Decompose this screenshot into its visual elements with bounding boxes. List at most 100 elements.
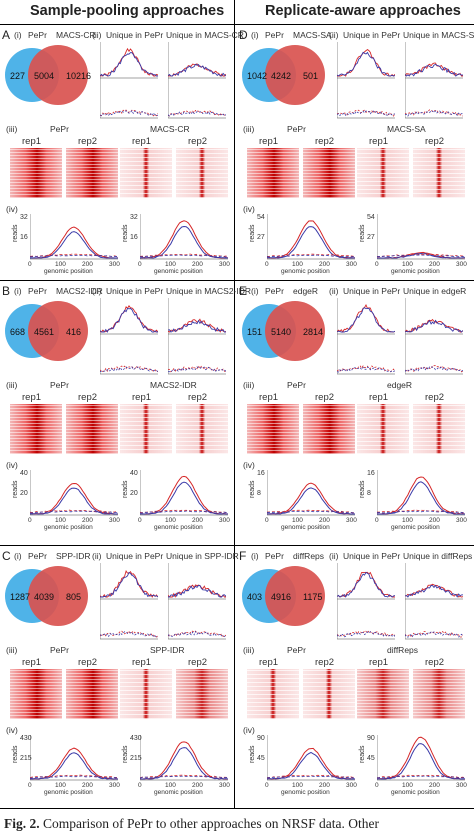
heatmap xyxy=(357,148,409,198)
venn-count-center: 4242 xyxy=(271,71,291,81)
sub-label-i: (i) xyxy=(14,30,22,40)
rep2-profile-line xyxy=(140,747,228,780)
rep2-control-line xyxy=(168,110,226,117)
profile-xtick: 0 xyxy=(265,782,269,789)
heatmap xyxy=(120,404,172,454)
panel-label: C xyxy=(2,549,11,563)
profile-plot-method xyxy=(140,470,228,516)
profile-ytick-top: 16 xyxy=(367,470,375,477)
sub-label-i: (i) xyxy=(251,551,259,561)
venn-pepr-label: PePr xyxy=(28,286,47,296)
rep2-line xyxy=(337,307,395,333)
profile-ylabel: reads xyxy=(249,480,256,498)
profile-ylabel: reads xyxy=(249,745,256,763)
column-divider xyxy=(234,0,235,808)
unique-pepr-label: Unique in PePr xyxy=(343,286,401,296)
rep2-control-profile xyxy=(377,254,465,258)
profile-ytick-top: 16 xyxy=(257,470,265,477)
sub-label-ii: (ii) xyxy=(92,286,102,296)
profile-xtick: 300 xyxy=(456,517,467,524)
heatmap-method-title: MACS2-IDR xyxy=(150,380,197,390)
profile-xtick: 200 xyxy=(429,782,440,789)
rep1-control-line xyxy=(100,365,158,373)
profile-xtick: 200 xyxy=(429,517,440,524)
venn-count-left: 1287 xyxy=(10,592,30,602)
unique-method-plot xyxy=(405,298,463,375)
heatmap-rep-label: rep2 xyxy=(425,392,445,403)
heatmap-rep-label: rep2 xyxy=(78,392,98,403)
rep1-profile-line xyxy=(30,226,118,259)
rep1-line xyxy=(168,63,226,77)
profile-xtick: 300 xyxy=(346,782,357,789)
rep2-profile-line xyxy=(30,231,118,259)
sub-label-iii: (iii) xyxy=(6,645,18,655)
profile-plot-pepr xyxy=(267,470,355,516)
venn-circle-method xyxy=(265,301,325,361)
heatmap-rep-label: rep1 xyxy=(259,392,279,403)
unique-method-plot xyxy=(405,563,463,640)
profile-xtick: 300 xyxy=(219,517,230,524)
profile-ytick-top: 40 xyxy=(130,470,138,477)
panel-label: A xyxy=(2,28,11,42)
unique-pepr-label: Unique in PePr xyxy=(106,286,164,296)
profile-xtick: 0 xyxy=(265,517,269,524)
heatmap-pepr-title: PePr xyxy=(50,380,69,390)
rep1-profile-line xyxy=(377,476,465,515)
heatmap-rep-label: rep1 xyxy=(22,392,42,403)
unique-method-label: Unique in SPP-IDR xyxy=(166,551,239,561)
heatmap-rep-label: rep1 xyxy=(22,657,42,668)
venn-diagram: 403 4916 1175 xyxy=(242,566,325,626)
rep2-line xyxy=(168,319,226,333)
rep1-line xyxy=(337,571,395,598)
rep1-control-line xyxy=(337,365,395,373)
rep2-control-line xyxy=(405,366,463,372)
venn-circle-method xyxy=(265,45,325,105)
sub-label-i: (i) xyxy=(14,551,22,561)
profile-xlabel: genomic position xyxy=(154,524,203,531)
profile-xtick: 200 xyxy=(319,782,330,789)
rep1-profile-line xyxy=(267,220,355,259)
rep2-line xyxy=(100,52,158,77)
rep2-profile-line xyxy=(267,751,355,780)
profile-xtick: 300 xyxy=(109,517,120,524)
profile-xlabel: genomic position xyxy=(281,789,330,796)
unique-pepr-label: Unique in PePr xyxy=(343,551,401,561)
profile-ylabel: reads xyxy=(359,745,366,763)
heatmap xyxy=(66,404,118,454)
heatmap xyxy=(10,148,62,198)
heatmap xyxy=(66,669,118,719)
venn-method-label: MACS-CR xyxy=(56,30,96,40)
rep1-profile-line xyxy=(377,736,465,780)
rep2-line xyxy=(405,64,463,77)
profile-xlabel: genomic position xyxy=(391,524,440,531)
profile-ytick-mid: 20 xyxy=(130,490,138,497)
profile-xtick: 0 xyxy=(28,261,32,268)
venn-circle-method xyxy=(28,45,88,105)
venn-diagram: 1287 4039 805 xyxy=(5,566,88,626)
heatmap xyxy=(413,669,465,719)
venn-method-label: edgeR xyxy=(293,286,319,296)
venn-diagram: 227 5004 10216 xyxy=(5,45,91,105)
heatmap-method-title: diffReps xyxy=(387,645,419,655)
heatmap-pepr-title: PePr xyxy=(50,645,69,655)
row-divider-3 xyxy=(0,808,474,809)
venn-count-center: 4561 xyxy=(34,327,54,337)
unique-method-label: Unique in MACS2-IDR xyxy=(166,286,252,296)
profile-plot-method xyxy=(140,214,228,260)
venn-method-label: diffReps xyxy=(293,551,325,561)
rep2-control-line xyxy=(168,366,226,373)
rep2-control-line xyxy=(100,631,158,638)
heatmap-rep-label: rep2 xyxy=(188,392,208,403)
venn-diagram: 668 4561 416 xyxy=(5,301,88,361)
right-column-header: Replicate-aware approaches xyxy=(265,3,461,19)
profile-xtick: 200 xyxy=(319,517,330,524)
unique-method-label: Unique in MACS-CR xyxy=(166,30,244,40)
venn-pepr-label: PePr xyxy=(265,551,284,561)
rep1-control-line xyxy=(168,365,226,373)
rep1-line xyxy=(100,304,158,333)
venn-pepr-label: PePr xyxy=(28,551,47,561)
heatmap-rep-label: rep1 xyxy=(369,392,389,403)
header-divider xyxy=(0,24,474,25)
venn-count-center: 4916 xyxy=(271,592,291,602)
sub-label-ii: (ii) xyxy=(92,30,102,40)
